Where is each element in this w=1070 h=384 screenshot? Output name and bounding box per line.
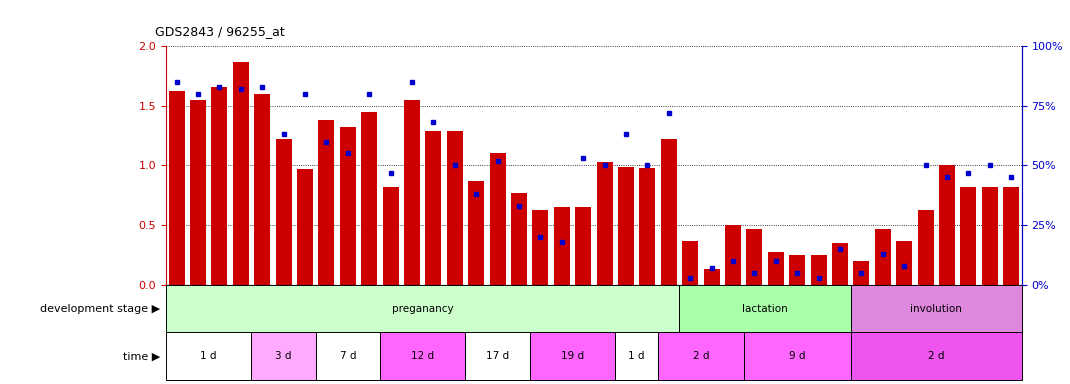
Text: 19 d: 19 d [561,351,584,361]
Bar [811,255,826,285]
Bar [917,210,933,285]
Bar [832,243,847,285]
Bar [276,139,291,285]
Bar [660,139,676,285]
Bar [190,100,205,285]
Bar [403,100,419,285]
Text: 9 d: 9 d [789,351,806,361]
Bar [744,333,851,380]
Bar [296,169,312,285]
Bar [1003,187,1019,285]
Bar [446,131,462,285]
Bar [490,154,506,285]
Text: 3 d: 3 d [275,351,292,361]
Text: 12 d: 12 d [411,351,434,361]
Text: preganancy: preganancy [392,304,454,314]
Text: 2 d: 2 d [692,351,709,361]
Bar [789,255,805,285]
Bar [168,91,184,285]
Bar [874,228,890,285]
Bar [532,210,548,285]
Bar [896,240,912,285]
Bar [380,333,465,380]
Bar [597,162,612,285]
Bar [725,225,740,285]
Bar [639,168,655,285]
Bar [854,261,869,285]
Bar [232,61,248,285]
Text: 1 d: 1 d [200,351,217,361]
Text: 1 d: 1 d [628,351,645,361]
Bar [166,285,679,333]
Bar [683,240,698,285]
Text: 2 d: 2 d [928,351,945,361]
Bar [425,131,441,285]
Bar [465,333,530,380]
Bar [340,127,355,285]
Bar [166,333,251,380]
Text: involution: involution [911,304,962,314]
Bar [939,166,954,285]
Bar [251,333,316,380]
Bar [618,167,633,285]
Bar [658,333,744,380]
Text: lactation: lactation [743,304,788,314]
Bar [851,333,1022,380]
Text: GDS2843 / 96255_at: GDS2843 / 96255_at [155,25,285,38]
Bar [615,333,658,380]
Bar [576,207,591,285]
Bar [362,112,378,285]
Bar [316,333,380,380]
Bar [383,187,398,285]
Bar [554,207,569,285]
Bar [318,120,334,285]
Bar [212,87,228,285]
Bar [982,187,997,285]
Bar [530,333,615,380]
Bar [255,94,270,285]
Text: 17 d: 17 d [486,351,509,361]
Bar [961,187,976,285]
Bar [679,285,851,333]
Bar [703,269,719,285]
Bar [851,285,1022,333]
Bar [767,253,783,285]
Bar [469,181,484,285]
Text: time ▶: time ▶ [123,351,160,361]
Bar [511,193,526,285]
Bar [747,228,762,285]
Text: 7 d: 7 d [339,351,356,361]
Text: development stage ▶: development stage ▶ [41,304,160,314]
